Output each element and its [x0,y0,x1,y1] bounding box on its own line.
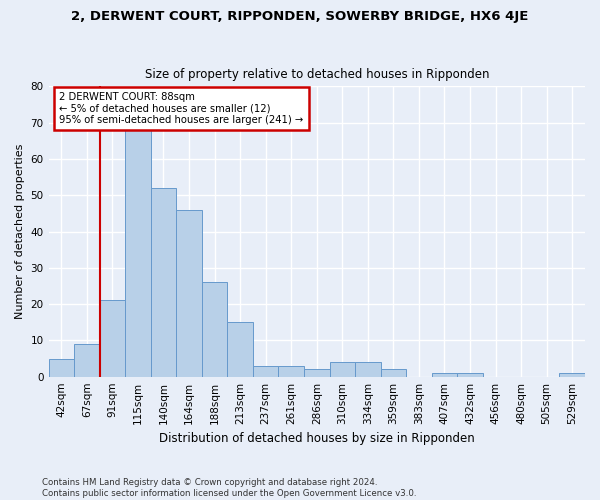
Bar [227,322,253,376]
Text: 2, DERWENT COURT, RIPPONDEN, SOWERBY BRIDGE, HX6 4JE: 2, DERWENT COURT, RIPPONDEN, SOWERBY BRI… [71,10,529,23]
Bar [380,370,406,376]
Bar [176,210,202,376]
Bar [329,362,355,376]
Text: Contains HM Land Registry data © Crown copyright and database right 2024.
Contai: Contains HM Land Registry data © Crown c… [42,478,416,498]
Bar [74,344,100,376]
Bar [432,373,457,376]
Bar [49,358,74,376]
Text: 2 DERWENT COURT: 88sqm
← 5% of detached houses are smaller (12)
95% of semi-deta: 2 DERWENT COURT: 88sqm ← 5% of detached … [59,92,304,126]
Title: Size of property relative to detached houses in Ripponden: Size of property relative to detached ho… [145,68,489,81]
Bar [151,188,176,376]
Bar [125,130,151,376]
Bar [253,366,278,376]
X-axis label: Distribution of detached houses by size in Ripponden: Distribution of detached houses by size … [159,432,475,445]
Bar [355,362,380,376]
Y-axis label: Number of detached properties: Number of detached properties [15,144,25,319]
Bar [202,282,227,376]
Bar [100,300,125,376]
Bar [304,370,329,376]
Bar [559,373,585,376]
Bar [457,373,483,376]
Bar [278,366,304,376]
